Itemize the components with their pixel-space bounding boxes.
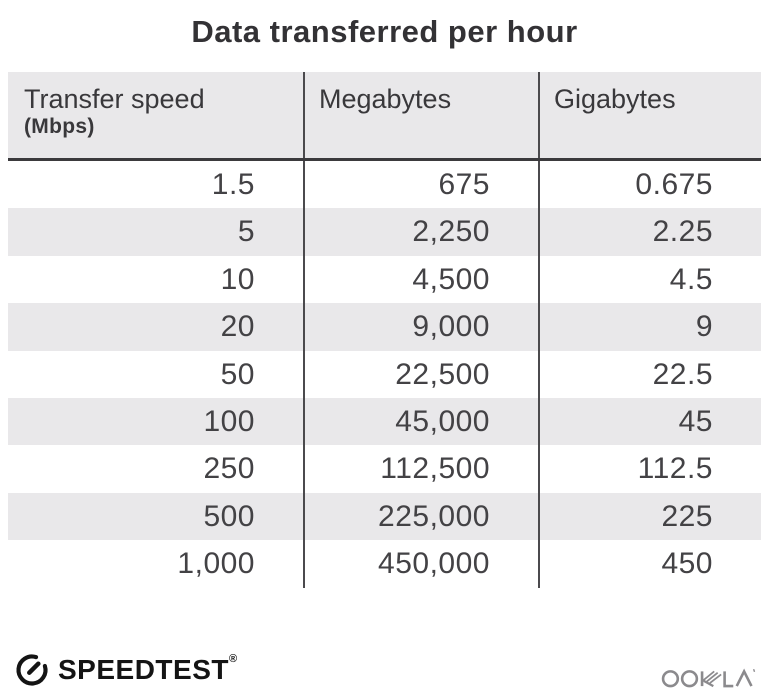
gigabytes-cell: 2.25 xyxy=(538,208,761,256)
header-megabytes-title: Megabytes xyxy=(319,84,452,114)
gigabytes-cell: 450 xyxy=(538,540,761,588)
speed-cell: 500 xyxy=(203,499,255,533)
header-transfer-speed-title: Transfer speed xyxy=(24,84,205,114)
megabytes-cell: 112,500 xyxy=(303,445,538,493)
header-megabytes: Megabytes xyxy=(303,72,538,158)
header-transfer-speed: Transfer speed (Mbps) xyxy=(8,72,303,158)
speed-cell: 10 xyxy=(220,262,255,296)
page-title: Data transferred per hour xyxy=(191,14,578,49)
speedtest-trademark: ® xyxy=(228,653,238,665)
megabytes-cell: 675 xyxy=(303,161,538,209)
table-row: 1.5 675 0.675 xyxy=(8,161,761,209)
gigabytes-cell: 112.5 xyxy=(538,445,761,493)
table-row: 20 9,000 9 xyxy=(8,303,761,351)
table-header-row: Transfer speed (Mbps) Megabytes Gigabyte… xyxy=(8,72,761,161)
megabytes-cell: 225,000 xyxy=(303,492,538,541)
gigabytes-cell: 0.675 xyxy=(538,161,761,209)
footer: SPEEDTEST® xyxy=(0,648,769,694)
gigabytes-cell: 4.5 xyxy=(538,255,761,304)
speedtest-gauge-icon xyxy=(14,652,50,688)
table-row: 10 4,500 4.5 xyxy=(8,255,761,304)
table-row: 100 45,000 45 xyxy=(8,397,761,446)
gigabytes-cell: 9 xyxy=(538,303,761,351)
megabytes-cell: 9,000 xyxy=(303,303,538,351)
speed-cell: 20 xyxy=(220,310,255,344)
gigabytes-cell: 45 xyxy=(538,397,761,446)
header-gigabytes: Gigabytes xyxy=(538,72,761,158)
megabytes-cell: 2,250 xyxy=(303,208,538,256)
table-row: 500 225,000 225 xyxy=(8,492,761,541)
speed-cell: 1.5 xyxy=(211,168,255,201)
megabytes-cell: 4,500 xyxy=(303,255,538,304)
speedtest-logo: SPEEDTEST® xyxy=(14,652,238,688)
table-body: 1.5 675 0.675 5 2,250 2.25 10 4,500 4.5 20 9,000 9 5… xyxy=(8,161,761,588)
megabytes-cell: 45,000 xyxy=(303,397,538,446)
speedtest-wordmark: SPEEDTEST® xyxy=(58,653,238,685)
table-row: 250 112,500 112.5 xyxy=(8,445,761,493)
speed-cell: 50 xyxy=(220,357,255,391)
speed-cell: 250 xyxy=(203,452,255,486)
table-row: 1,000 450,000 450 xyxy=(8,540,761,588)
header-gigabytes-title: Gigabytes xyxy=(554,84,676,114)
data-table: Transfer speed (Mbps) Megabytes Gigabyte… xyxy=(8,72,761,588)
table-row: 50 22,500 22.5 xyxy=(8,350,761,398)
gigabytes-cell: 225 xyxy=(538,492,761,541)
table-row: 5 2,250 2.25 xyxy=(8,208,761,256)
ookla-logo xyxy=(661,664,757,690)
speed-cell: 5 xyxy=(237,215,255,249)
header-transfer-speed-unit: (Mbps) xyxy=(24,115,95,139)
megabytes-cell: 22,500 xyxy=(303,350,538,398)
gigabytes-cell: 22.5 xyxy=(538,350,761,398)
speed-cell: 100 xyxy=(203,404,255,438)
speed-cell: 1,000 xyxy=(177,547,255,581)
megabytes-cell: 450,000 xyxy=(303,540,538,588)
